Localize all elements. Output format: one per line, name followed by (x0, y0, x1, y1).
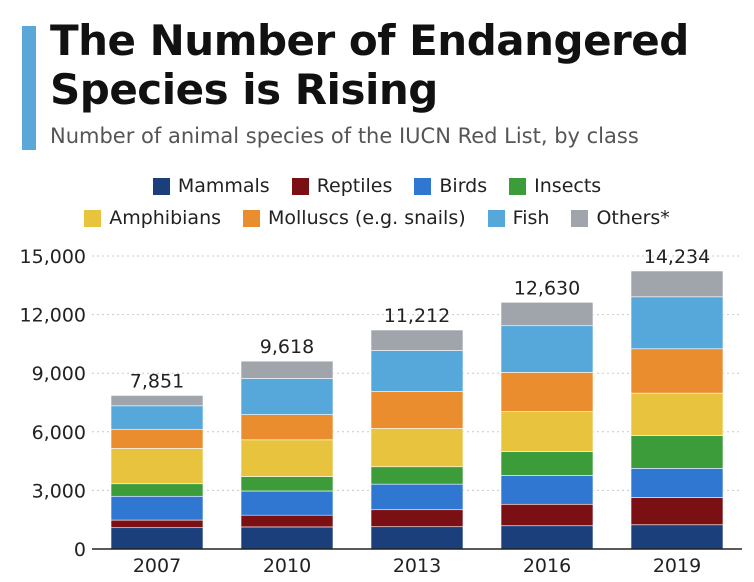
bar-segment-others-2016 (500, 301, 594, 327)
legend-label: Fish (512, 207, 550, 229)
bar-segment-fish-2007 (110, 405, 204, 430)
bar-segment-insects-2016 (500, 451, 594, 476)
x-tick-label: 2019 (653, 555, 701, 577)
bar-segment-molluscs-e-g-snails-2016 (500, 372, 594, 412)
legend-item-amphibians: Amphibians (84, 207, 221, 229)
legend-item-birds: Birds (414, 175, 487, 197)
bar-segment-molluscs-e-g-snails-2013 (370, 391, 464, 429)
bar-segment-amphibians-2010 (240, 439, 334, 477)
legend-item-insects: Insects (509, 175, 601, 197)
legend: Mammals Reptiles Birds Insects Amphibians Mo… (0, 170, 754, 234)
legend-label: Reptiles (316, 175, 393, 197)
legend-item-mammals: Mammals (152, 175, 270, 197)
legend-item-molluscs-e-g-snails: Molluscs (e.g. snails) (243, 207, 466, 229)
legend-label: Insects (534, 175, 602, 197)
bar-segment-reptiles-2013 (370, 509, 464, 528)
bar-segment-mammals-2013 (370, 526, 464, 550)
bar-segment-insects-2010 (240, 476, 334, 492)
bar-total-label: 12,630 (514, 277, 580, 299)
bar-segment-others-2019 (630, 270, 724, 298)
bar-segment-mammals-2019 (630, 524, 724, 550)
bar-segment-birds-2013 (370, 483, 464, 511)
bar-segment-birds-2019 (630, 468, 724, 498)
bar-segment-molluscs-e-g-snails-2010 (240, 414, 334, 441)
legend-item-reptiles: Reptiles (291, 175, 393, 197)
title-accent-bar (22, 26, 36, 150)
y-axis-ticks: 0 3,000 6,000 9,000 12,000 15,000 (20, 246, 86, 561)
legend-swatch (487, 209, 505, 227)
chart-title-line-2: Species is Rising (50, 65, 438, 114)
y-tick-label: 0 (74, 539, 86, 561)
bar-segment-birds-2010 (240, 490, 334, 516)
legend-swatch (509, 177, 527, 195)
legend-row-1: Mammals Reptiles Birds Insects (0, 170, 754, 202)
chart-title: The Number of Endangered Species is Risi… (50, 16, 689, 114)
bar-segment-molluscs-e-g-snails-2019 (630, 348, 724, 394)
bar-segment-amphibians-2019 (630, 392, 724, 437)
bar-total-label: 9,618 (260, 336, 314, 358)
bar-total-label: 11,212 (384, 305, 450, 327)
legend-label: Amphibians (109, 207, 222, 229)
y-tick-label: 15,000 (20, 246, 86, 268)
legend-swatch (84, 209, 102, 227)
x-axis-ticks: 2007 2010 2013 2016 2019 (133, 555, 701, 577)
y-tick-label: 6,000 (32, 422, 86, 444)
bar-segment-reptiles-2019 (630, 497, 724, 526)
bar-segment-reptiles-2016 (500, 503, 594, 527)
bar-segment-others-2010 (240, 360, 334, 379)
bar-segment-others-2007 (110, 395, 204, 407)
bar-segment-fish-2019 (630, 296, 724, 350)
bar-segment-reptiles-2010 (240, 514, 334, 528)
legend-label: Molluscs (e.g. snails) (268, 207, 466, 229)
bar-segment-molluscs-e-g-snails-2007 (110, 428, 204, 449)
bar-segment-birds-2007 (110, 495, 204, 521)
bar-segment-mammals-2016 (500, 525, 594, 550)
bar-total-label: 14,234 (644, 246, 710, 268)
legend-label: Mammals (177, 175, 270, 197)
x-tick-label: 2013 (393, 555, 441, 577)
legend-item-fish: Fish (487, 207, 550, 229)
x-tick-label: 2016 (523, 555, 571, 577)
legend-item-others: Others* (571, 207, 670, 229)
bars (110, 270, 724, 550)
bar-totals: 7,851 9,618 11,212 12,630 14,234 (130, 246, 710, 392)
x-tick-label: 2007 (133, 555, 181, 577)
legend-label: Birds (439, 175, 488, 197)
y-tick-label: 3,000 (32, 480, 86, 502)
y-tick-label: 9,000 (32, 363, 86, 385)
bar-segment-fish-2010 (240, 378, 334, 415)
bar-segment-mammals-2007 (110, 527, 204, 550)
bar-segment-fish-2016 (500, 325, 594, 373)
legend-swatch (571, 209, 589, 227)
chart-title-line-1: The Number of Endangered (50, 16, 689, 65)
bar-segment-insects-2019 (630, 435, 724, 469)
legend-swatch (152, 177, 170, 195)
bar-segment-insects-2013 (370, 466, 464, 485)
bar-segment-insects-2007 (110, 483, 204, 497)
legend-swatch (291, 177, 309, 195)
y-tick-label: 12,000 (20, 305, 86, 327)
bar-segment-amphibians-2007 (110, 448, 204, 485)
x-tick-label: 2010 (263, 555, 311, 577)
legend-swatch (414, 177, 432, 195)
legend-row-2: Amphibians Molluscs (e.g. snails) Fish Othe… (0, 202, 754, 234)
bar-segment-amphibians-2016 (500, 411, 594, 452)
legend-label: Others* (596, 207, 670, 229)
bar-segment-others-2013 (370, 329, 464, 351)
bar-segment-mammals-2010 (240, 526, 334, 550)
bar-segment-reptiles-2007 (110, 519, 204, 529)
bar-segment-birds-2016 (500, 475, 594, 505)
bar-total-label: 7,851 (130, 370, 184, 392)
chart-subtitle: Number of animal species of the IUCN Red… (50, 124, 639, 148)
legend-swatch (243, 209, 261, 227)
bar-segment-amphibians-2013 (370, 428, 464, 468)
bar-segment-fish-2013 (370, 350, 464, 392)
